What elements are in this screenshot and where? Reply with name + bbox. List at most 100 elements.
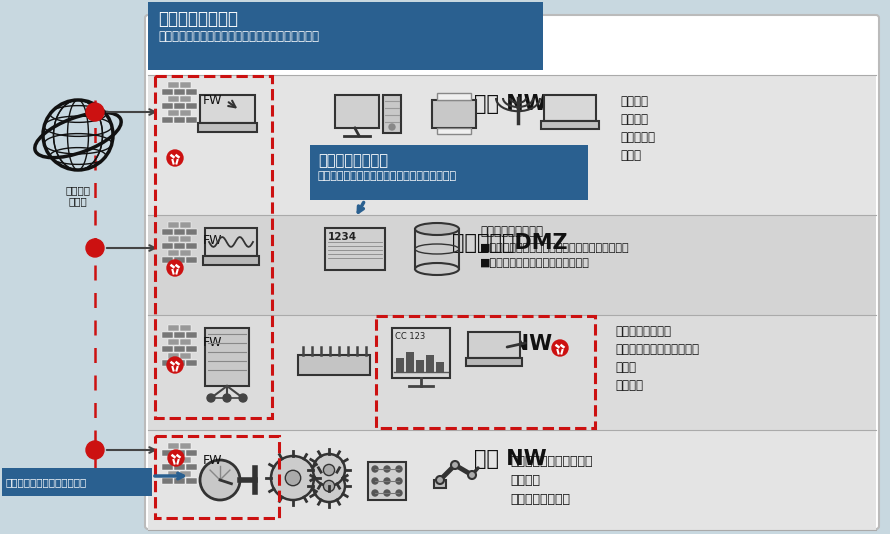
- Bar: [180, 250, 191, 256]
- Bar: [468, 332, 520, 358]
- Bar: [205, 228, 257, 256]
- Bar: [168, 96, 179, 102]
- Circle shape: [372, 466, 378, 472]
- Circle shape: [372, 490, 378, 496]
- Bar: [162, 332, 173, 338]
- Bar: [186, 257, 197, 263]
- Text: 外部ネットワーク: 外部ネットワーク: [158, 10, 238, 28]
- Bar: [174, 103, 185, 109]
- Bar: [180, 353, 191, 359]
- Bar: [162, 117, 173, 123]
- Circle shape: [323, 481, 335, 492]
- Text: ■保守員の持込機器、媒体からのマルウェア感染: ■保守員の持込機器、媒体からのマルウェア感染: [480, 243, 629, 253]
- Ellipse shape: [415, 263, 459, 275]
- Bar: [180, 471, 191, 477]
- Circle shape: [286, 470, 301, 486]
- Bar: [168, 82, 179, 88]
- Text: 準制御 NW: 準制御 NW: [467, 334, 553, 354]
- Bar: [186, 464, 197, 470]
- Text: データヒストリアン: データヒストリアン: [480, 225, 543, 238]
- Bar: [544, 95, 596, 121]
- Bar: [186, 103, 197, 109]
- Bar: [205, 328, 249, 386]
- Bar: [466, 358, 522, 366]
- Text: 制御 NW: 制御 NW: [473, 449, 546, 469]
- Text: 制御機器へのマルウェア混入: 制御機器へのマルウェア混入: [6, 477, 87, 487]
- Bar: [162, 243, 173, 249]
- Bar: [437, 128, 471, 134]
- Bar: [406, 352, 414, 372]
- Bar: [168, 471, 179, 477]
- Circle shape: [436, 476, 444, 484]
- Bar: [162, 346, 173, 352]
- Bar: [168, 339, 179, 345]
- Text: FW: FW: [203, 454, 222, 467]
- Circle shape: [389, 124, 395, 130]
- Bar: [174, 257, 185, 263]
- Bar: [168, 353, 179, 359]
- Bar: [396, 358, 404, 372]
- Bar: [168, 236, 179, 242]
- Circle shape: [384, 478, 390, 484]
- Bar: [2, 468, 152, 496]
- Bar: [415, 229, 459, 269]
- Circle shape: [167, 357, 183, 373]
- Text: FW: FW: [203, 233, 222, 247]
- Text: 1234: 1234: [328, 232, 357, 242]
- Bar: [436, 362, 444, 372]
- Bar: [180, 110, 191, 116]
- Text: ■悪意を持つ保守員による不正行為: ■悪意を持つ保守員による不正行為: [480, 258, 590, 268]
- Circle shape: [384, 490, 390, 496]
- Bar: [162, 229, 173, 235]
- Text: 別ネットワークへの攻撃が制御システムへ流入: 別ネットワークへの攻撃が制御システムへ流入: [318, 171, 457, 181]
- Bar: [162, 464, 173, 470]
- Ellipse shape: [415, 223, 459, 235]
- Text: FW: FW: [203, 336, 222, 349]
- Bar: [168, 457, 179, 463]
- Bar: [162, 450, 173, 456]
- Bar: [148, 215, 876, 315]
- Bar: [174, 478, 185, 484]
- Bar: [162, 257, 173, 263]
- Bar: [180, 457, 191, 463]
- Bar: [180, 82, 191, 88]
- Bar: [162, 89, 173, 95]
- Bar: [148, 430, 876, 530]
- Circle shape: [552, 340, 568, 356]
- Bar: [148, 2, 543, 70]
- Bar: [174, 332, 185, 338]
- Bar: [174, 229, 185, 235]
- Bar: [148, 75, 876, 215]
- Circle shape: [396, 490, 402, 496]
- Bar: [541, 121, 599, 129]
- Text: 内部ネットワーク: 内部ネットワーク: [318, 153, 388, 168]
- Circle shape: [396, 466, 402, 472]
- Bar: [168, 110, 179, 116]
- Circle shape: [86, 239, 104, 257]
- Bar: [180, 96, 191, 102]
- Circle shape: [271, 456, 315, 500]
- Bar: [298, 355, 370, 375]
- Bar: [432, 100, 476, 128]
- Circle shape: [167, 150, 183, 166]
- Bar: [174, 89, 185, 95]
- Bar: [168, 250, 179, 256]
- Bar: [162, 478, 173, 484]
- Bar: [180, 236, 191, 242]
- Circle shape: [86, 103, 104, 121]
- Text: FW: FW: [203, 93, 222, 106]
- Text: 制御システムに繋がった外部ネットワークから侵入: 制御システムに繋がった外部ネットワークから侵入: [158, 30, 319, 43]
- Circle shape: [313, 470, 345, 502]
- Bar: [168, 325, 179, 331]
- Bar: [200, 95, 255, 123]
- Text: 監視制御サーバー
インテリジェントスイッチ
ＨＭＩ
業務ＰＣ: 監視制御サーバー インテリジェントスイッチ ＨＭＩ 業務ＰＣ: [615, 325, 699, 392]
- Bar: [198, 123, 257, 132]
- Bar: [186, 89, 197, 95]
- Bar: [186, 478, 197, 484]
- Text: インター
ネット: インター ネット: [66, 185, 91, 207]
- Bar: [186, 346, 197, 352]
- Circle shape: [200, 460, 240, 500]
- Circle shape: [223, 394, 231, 402]
- Bar: [335, 95, 379, 128]
- Bar: [325, 228, 385, 270]
